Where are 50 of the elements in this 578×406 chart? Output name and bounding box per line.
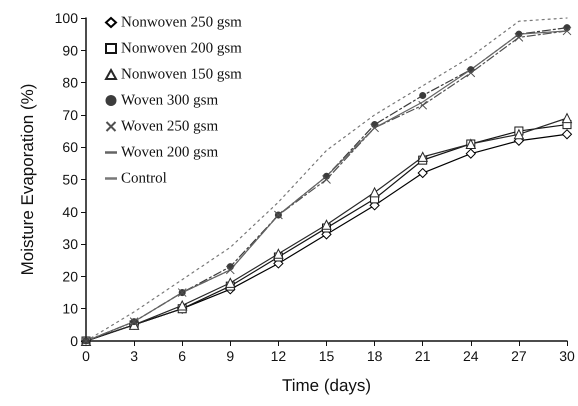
point	[370, 187, 380, 198]
x-axis-title: Time (days)	[282, 376, 372, 395]
x-tick-label: 0	[82, 348, 90, 364]
y-tick-label: 20	[62, 268, 78, 284]
y-tick-label: 60	[62, 139, 78, 156]
y-tick-label: 70	[62, 106, 78, 123]
x-tick-label: 12	[270, 348, 286, 364]
x-tick-label: 3	[130, 348, 138, 364]
point	[418, 100, 428, 110]
point	[273, 248, 284, 259]
point	[419, 92, 426, 100]
x-tick-label: 15	[318, 348, 334, 364]
point	[226, 265, 235, 274]
y-tick-label: 30	[62, 236, 78, 252]
point	[562, 26, 572, 36]
x-tick-label: 18	[366, 348, 383, 364]
point	[514, 32, 524, 42]
point	[466, 148, 476, 159]
point	[418, 152, 428, 162]
x-tick-label: 6	[178, 348, 186, 364]
point	[322, 220, 332, 230]
y-tick-label: 80	[62, 74, 78, 91]
point	[225, 278, 236, 288]
y-tick-label: 10	[62, 300, 78, 317]
legend-label: Woven 300 gsm	[121, 92, 218, 108]
point	[370, 123, 380, 132]
legend-label: Nonwoven 200 gsm	[121, 40, 242, 56]
x-tick-label: 21	[414, 348, 431, 364]
x-tick-label: 30	[559, 348, 575, 364]
point	[562, 129, 572, 140]
point	[562, 113, 572, 124]
y-axis-title: Moisture Evaporation (%)	[18, 84, 37, 276]
point	[514, 129, 524, 140]
y-tick-label: 0	[70, 333, 78, 349]
y-tick-label: 90	[62, 42, 78, 58]
point	[418, 168, 428, 178]
legend-label: Woven 250 gsm	[121, 118, 218, 134]
legend-label: Woven 200 gsm	[121, 144, 218, 160]
x-tick-label: 27	[511, 348, 527, 364]
y-tick-label: 100	[54, 10, 78, 26]
y-tick-label: 40	[62, 204, 78, 220]
x-tick-label: 9	[226, 348, 234, 364]
point	[466, 68, 476, 78]
legend-label: Control	[121, 170, 167, 186]
point	[322, 175, 331, 184]
legend-label: Nonwoven 150 gsm	[121, 66, 242, 82]
x-tick-label: 24	[463, 348, 479, 364]
legend-label: Nonwoven 250 gsm	[121, 14, 242, 30]
point	[177, 300, 188, 310]
y-tick-label: 50	[62, 172, 78, 188]
